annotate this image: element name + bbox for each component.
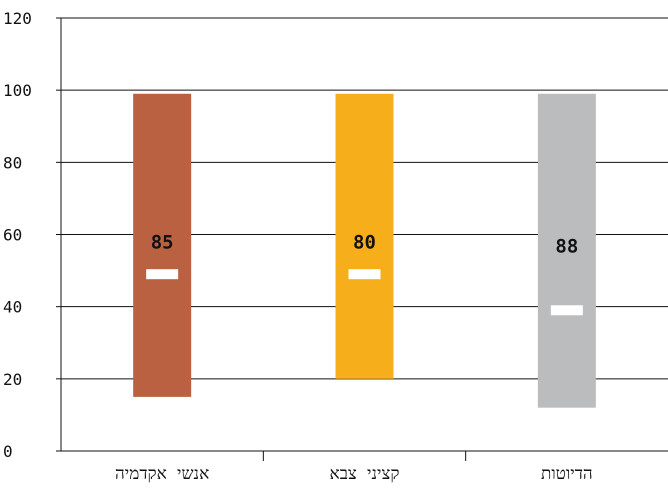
y-tick-label: 60: [3, 226, 22, 245]
bars: [133, 93, 596, 408]
category-label: אנשי אקדמיה: [115, 464, 209, 484]
value-label: 85: [151, 232, 174, 254]
marker: [348, 269, 381, 280]
y-tick-label: 80: [3, 153, 22, 172]
y-tick-label: 0: [3, 442, 13, 461]
y-tick-label: 120: [3, 9, 32, 28]
axes: [56, 17, 668, 461]
marker: [146, 269, 179, 280]
range-bar: [335, 93, 394, 379]
value-label: 88: [555, 235, 578, 257]
range-bar: [133, 93, 192, 397]
category-label: הדיוטות: [541, 464, 593, 484]
y-tick-label: 40: [3, 298, 22, 317]
y-tick-label: 20: [3, 370, 22, 389]
y-tick-label: 100: [3, 81, 32, 100]
value-label: 80: [353, 232, 376, 254]
marker: [550, 305, 583, 316]
range-bar: [537, 93, 596, 408]
category-label: קציני צבא: [330, 464, 400, 484]
labels: 0 20 40 60 80 100 120 85 אנשי אקדמיה 80 קציני צבא 8…: [3, 9, 593, 484]
